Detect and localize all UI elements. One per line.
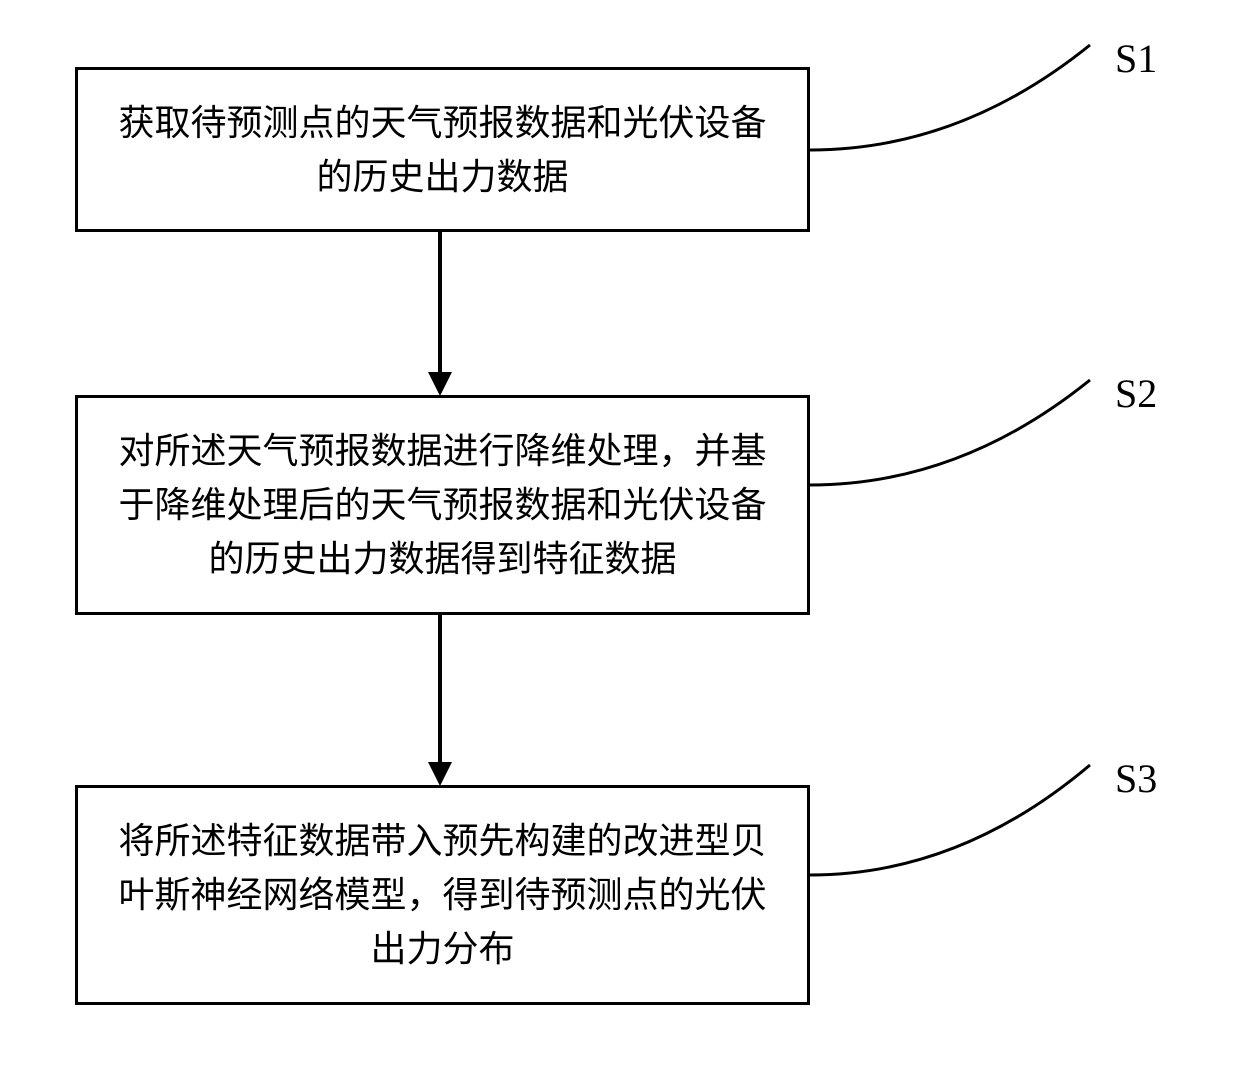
step-2-label: S2: [1115, 370, 1157, 417]
step-1-text: 获取待预测点的天气预报数据和光伏设备的历史出力数据: [108, 96, 777, 204]
arrow-2-line: [438, 615, 442, 765]
step-1-label: S1: [1115, 35, 1157, 82]
flowchart-container: 获取待预测点的天气预报数据和光伏设备的历史出力数据 S1 对所述天气预报数据进行…: [0, 0, 1240, 1072]
step-3-label: S3: [1115, 755, 1157, 802]
curve-connector-3: [810, 755, 1120, 890]
arrow-2-head: [428, 762, 452, 786]
step-box-3: 将所述特征数据带入预先构建的改进型贝叶斯神经网络模型，得到待预测点的光伏出力分布: [75, 785, 810, 1005]
step-2-text: 对所述天气预报数据进行降维处理，并基于降维处理后的天气预报数据和光伏设备的历史出…: [108, 424, 777, 586]
arrow-1-line: [438, 232, 442, 377]
curve-connector-1: [810, 35, 1120, 165]
arrow-1-head: [428, 372, 452, 396]
curve-connector-2: [810, 370, 1120, 500]
step-3-text: 将所述特征数据带入预先构建的改进型贝叶斯神经网络模型，得到待预测点的光伏出力分布: [108, 814, 777, 976]
step-box-1: 获取待预测点的天气预报数据和光伏设备的历史出力数据: [75, 67, 810, 232]
step-box-2: 对所述天气预报数据进行降维处理，并基于降维处理后的天气预报数据和光伏设备的历史出…: [75, 395, 810, 615]
